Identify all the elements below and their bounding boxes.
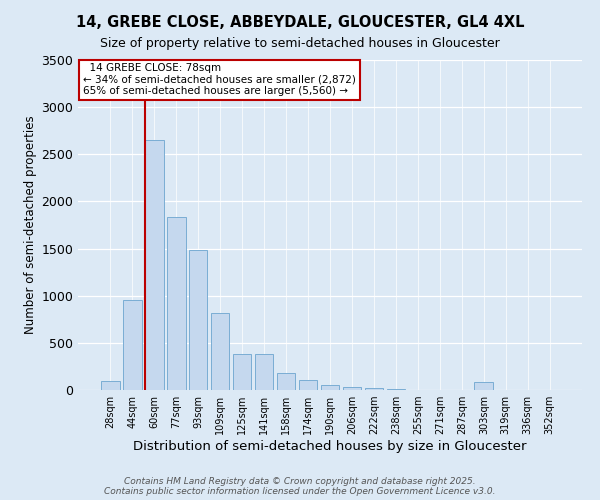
Bar <box>277 373 295 390</box>
Y-axis label: Number of semi-detached properties: Number of semi-detached properties <box>24 116 37 334</box>
Bar <box>299 380 317 390</box>
Text: 14 GREBE CLOSE: 78sqm
← 34% of semi-detached houses are smaller (2,872)
65% of s: 14 GREBE CLOSE: 78sqm ← 34% of semi-deta… <box>83 64 356 96</box>
Bar <box>343 387 361 390</box>
Bar <box>189 250 208 390</box>
Bar <box>475 382 493 390</box>
Text: 14, GREBE CLOSE, ABBEYDALE, GLOUCESTER, GL4 4XL: 14, GREBE CLOSE, ABBEYDALE, GLOUCESTER, … <box>76 15 524 30</box>
Text: Size of property relative to semi-detached houses in Gloucester: Size of property relative to semi-detach… <box>100 38 500 51</box>
Bar <box>101 380 119 390</box>
Bar <box>211 312 229 390</box>
Bar <box>123 300 142 390</box>
Bar <box>233 354 251 390</box>
Text: Contains HM Land Registry data © Crown copyright and database right 2025.
Contai: Contains HM Land Registry data © Crown c… <box>104 476 496 496</box>
Bar <box>145 140 164 390</box>
X-axis label: Distribution of semi-detached houses by size in Gloucester: Distribution of semi-detached houses by … <box>133 440 527 453</box>
Bar <box>386 389 405 390</box>
Bar <box>365 388 383 390</box>
Bar <box>320 386 340 390</box>
Bar <box>167 218 185 390</box>
Bar <box>255 354 274 390</box>
